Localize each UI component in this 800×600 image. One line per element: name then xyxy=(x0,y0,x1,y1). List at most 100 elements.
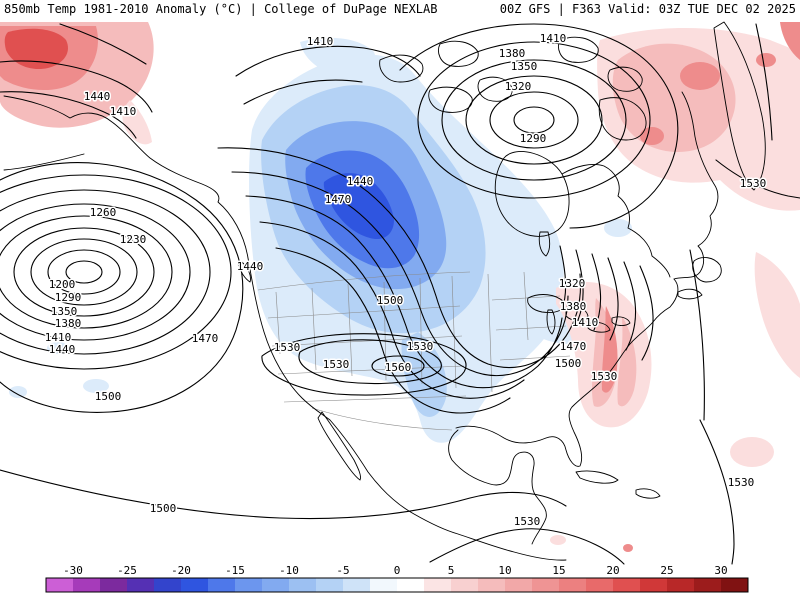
contour-label: 1380 xyxy=(499,47,526,60)
contour-label: 1530 xyxy=(591,370,618,383)
contour-label: 1380 xyxy=(560,300,587,313)
contour-ring xyxy=(0,189,211,355)
contour-label: 1500 xyxy=(95,390,122,403)
colorbar-tick-label: -20 xyxy=(171,564,191,577)
header-left-text: 850mb Temp 1981-2010 Anomaly (°C) | Coll… xyxy=(4,2,437,16)
contour-ring xyxy=(441,59,627,181)
cold-anomaly-patch xyxy=(604,219,632,237)
colorbar-segment xyxy=(505,578,533,592)
contour-label: 1320 xyxy=(505,80,532,93)
contour-ring xyxy=(65,260,103,284)
warm-anomaly-patch xyxy=(730,437,774,467)
contour-label: 1350 xyxy=(51,305,78,318)
contours-group xyxy=(0,23,800,565)
cold-anomaly-patch xyxy=(9,386,27,398)
contour-south-and-right xyxy=(0,23,800,565)
great-lakes xyxy=(527,294,631,335)
contour-label: 1530 xyxy=(728,476,755,489)
colorbar-tick-label: -15 xyxy=(225,564,245,577)
contour-label: 1500 xyxy=(377,294,404,307)
contour-ring xyxy=(47,249,121,295)
colorbar-segment xyxy=(154,578,182,592)
warm-anomaly-spot xyxy=(680,62,720,90)
warm-anomaly-patch xyxy=(550,535,566,545)
warm-anomaly-corner xyxy=(780,22,800,60)
colorbar-tick-label: 10 xyxy=(498,564,511,577)
contour-ring xyxy=(417,41,651,199)
contour-ring xyxy=(30,238,138,306)
colorbar-segment xyxy=(397,578,425,592)
colorbar-tick-label: -5 xyxy=(336,564,349,577)
contour-label: 1440 xyxy=(84,90,111,103)
colorbar-segment xyxy=(694,578,722,592)
hudson-bay xyxy=(494,151,671,278)
contour-label: 1470 xyxy=(560,340,587,353)
colorbar-segment xyxy=(424,578,452,592)
colorbar-segment xyxy=(370,578,398,592)
colorbar-segment xyxy=(559,578,587,592)
coastline-baja xyxy=(317,411,361,481)
colorbar-segment xyxy=(73,578,101,592)
warm-anomaly-spot xyxy=(623,544,633,552)
coastline-east xyxy=(455,278,679,467)
colorbar-tick-label: 25 xyxy=(660,564,673,577)
colorbar-segment xyxy=(316,578,344,592)
contour-ring xyxy=(513,106,555,134)
contour-label: 1290 xyxy=(520,132,547,145)
contour-label: 1500 xyxy=(150,502,177,515)
colorbar-tick-label: -25 xyxy=(117,564,137,577)
contour-label: 1470 xyxy=(192,332,219,345)
contour-label: 1320 xyxy=(559,277,586,290)
contour-label: 1410 xyxy=(45,331,72,344)
islands-caribbean-aleutians xyxy=(3,153,661,499)
warm-anomaly-eastcoast-core xyxy=(601,306,618,393)
colorbar-segment xyxy=(451,578,479,592)
header-right-text: 00Z GFS | F363 Valid: 03Z TUE DEC 02 202… xyxy=(500,2,796,16)
anomaly-shading-group xyxy=(0,22,800,552)
contour-label: 1530 xyxy=(274,341,301,354)
contour-label: 1410 xyxy=(540,32,567,45)
contour-label: 1350 xyxy=(511,60,538,73)
colorbar-tick-label: -30 xyxy=(63,564,83,577)
contour-label: 1530 xyxy=(323,358,350,371)
colorbar-segment xyxy=(667,578,695,592)
warm-anomaly-right-mid xyxy=(754,252,800,378)
colorbar-segments xyxy=(46,578,749,592)
contour-eastcoast-pack xyxy=(559,245,654,361)
greenland xyxy=(713,21,766,191)
colorbar-segment xyxy=(100,578,128,592)
contour-ring xyxy=(465,75,603,165)
colorbar-segment xyxy=(613,578,641,592)
colorbar-tick-label: 20 xyxy=(606,564,619,577)
contour-trough-sweep xyxy=(217,147,581,414)
colorbar-segment xyxy=(721,578,749,592)
contour-hudson-outer xyxy=(399,23,679,229)
contour-ring xyxy=(371,355,425,377)
colorbar-ticks: -30 -25 -20 -15 -10 -5 0 5 10 15 20 25 30 xyxy=(63,564,728,577)
contour-pacific-outer xyxy=(0,162,244,413)
colorbar-segment xyxy=(208,578,236,592)
contour-top-arcs xyxy=(235,45,421,105)
contour-labels-group: 1410 141013801350132012901440141015301260… xyxy=(43,31,768,530)
contour-ring xyxy=(0,203,191,341)
coastline-gulf-yucatan xyxy=(448,429,547,545)
colorbar-segment xyxy=(46,578,74,592)
contour-alaska-arcs xyxy=(0,23,153,139)
contour-southwest-high xyxy=(261,333,467,396)
contour-label: 1530 xyxy=(514,515,541,528)
contour-label: 1440 xyxy=(347,175,374,188)
colorbar-tick-label: 5 xyxy=(448,564,455,577)
colorbar-segment xyxy=(181,578,209,592)
colorbar-segment xyxy=(640,578,668,592)
contour-label: 1530 xyxy=(407,340,434,353)
contour-label: 1500 xyxy=(555,357,582,370)
contour-label: 1440 xyxy=(237,260,264,273)
contour-ring xyxy=(0,215,173,329)
cold-anomaly-patch xyxy=(83,379,109,393)
contour-label: 1560 xyxy=(385,361,412,374)
colorbar-segment xyxy=(127,578,155,592)
warm-anomaly-spot xyxy=(756,53,776,67)
contour-label: 1230 xyxy=(120,233,147,246)
contour-label: 1470 xyxy=(325,193,352,206)
